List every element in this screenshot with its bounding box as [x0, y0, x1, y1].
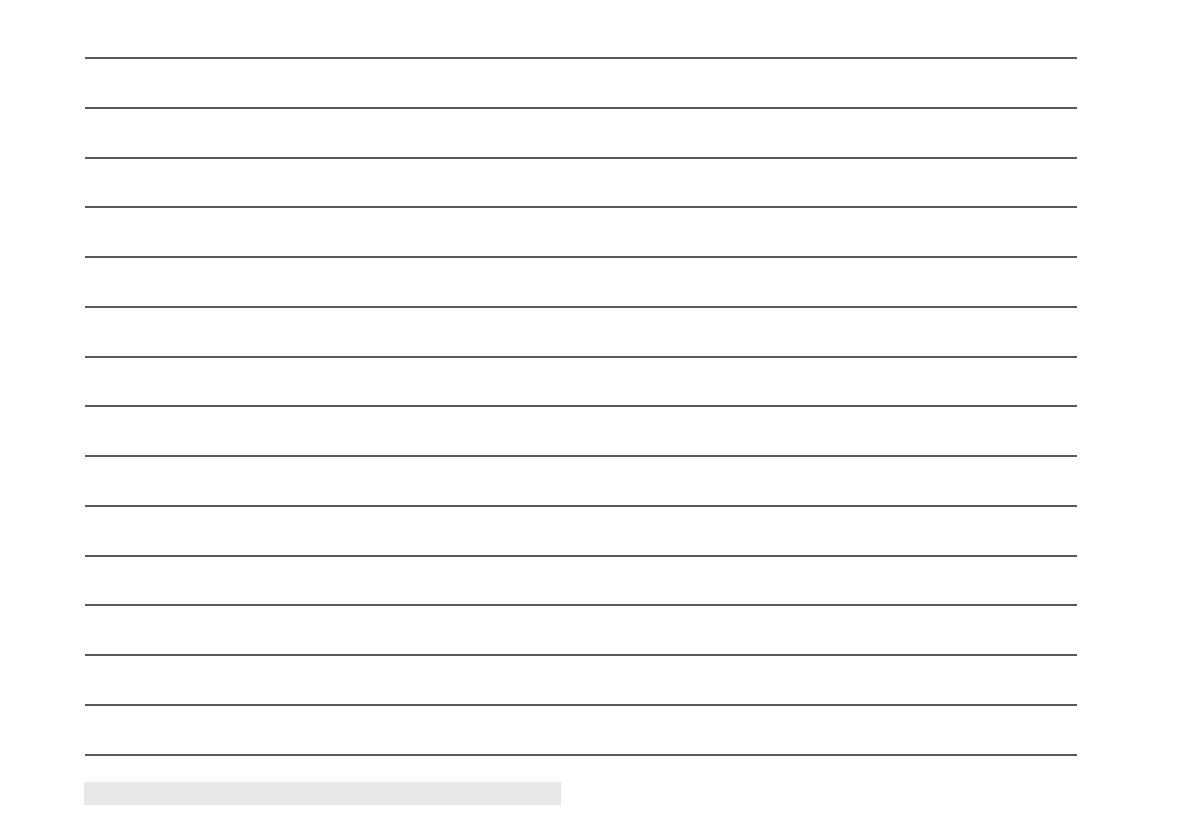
writing-rule	[85, 306, 1077, 308]
writing-rule	[85, 555, 1077, 557]
writing-rule	[85, 505, 1077, 507]
writing-rule	[85, 704, 1077, 706]
writing-rule	[85, 206, 1077, 208]
writing-rule	[85, 356, 1077, 358]
writing-rule	[85, 405, 1077, 407]
writing-rule	[85, 654, 1077, 656]
writing-rule	[85, 57, 1077, 59]
writing-rule	[85, 455, 1077, 457]
writing-rule	[85, 157, 1077, 159]
writing-rule	[85, 754, 1077, 756]
writing-rule	[85, 604, 1077, 606]
writing-rule	[85, 256, 1077, 258]
footer-bar	[84, 782, 561, 805]
writing-rule	[85, 107, 1077, 109]
